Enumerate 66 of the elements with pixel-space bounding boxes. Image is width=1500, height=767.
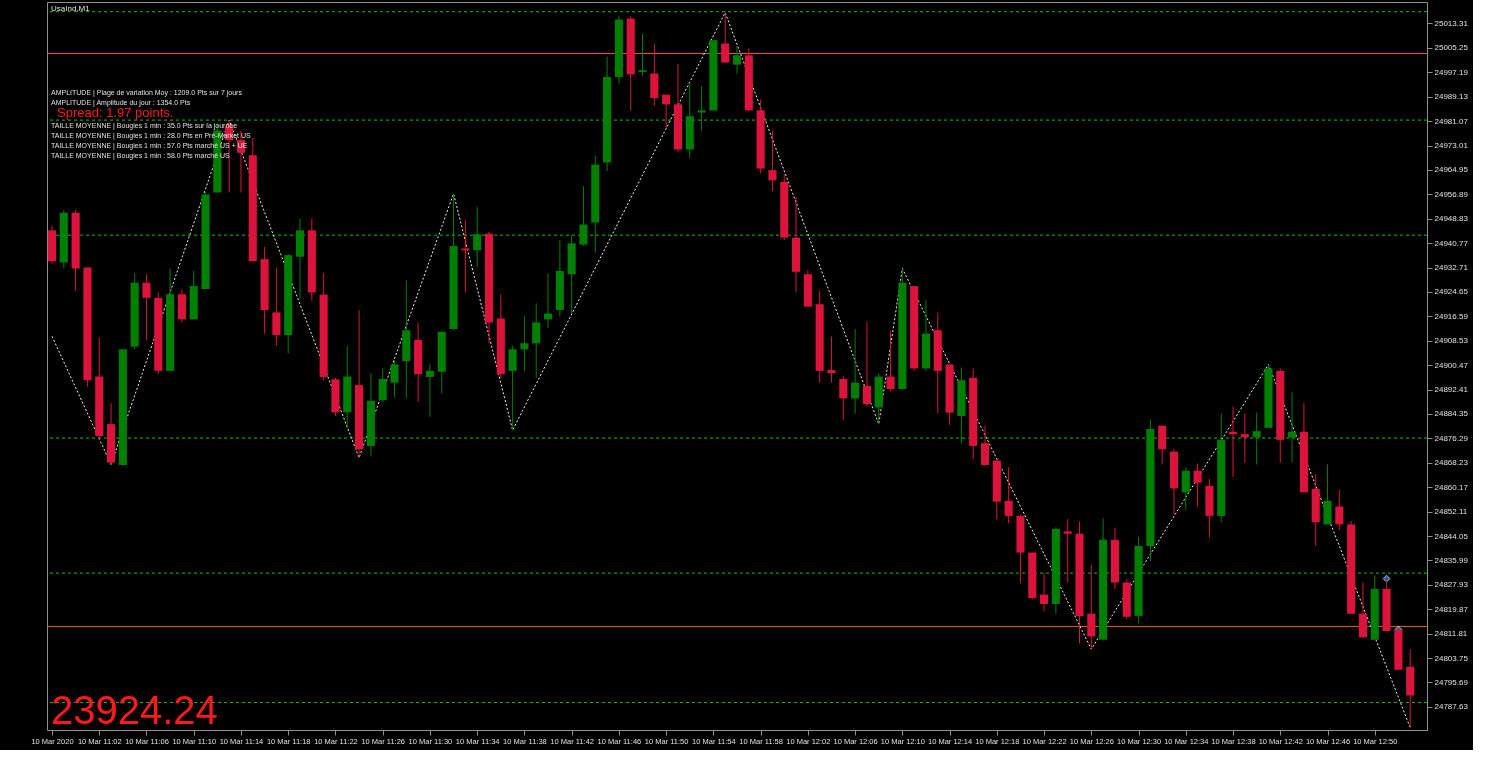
candlestick [886, 330, 895, 392]
y-tick-label: 24811.81 [1434, 629, 1468, 639]
y-tick-label: 24964.95 [1434, 165, 1469, 175]
y-tick-label: 24956.89 [1434, 189, 1469, 199]
chart-title: UsaInd,M1 [51, 4, 91, 13]
annotation: 23924.24 [51, 688, 218, 732]
candlestick [1158, 425, 1167, 465]
candlestick [732, 45, 742, 74]
y-tick-label: 24973.01 [1434, 141, 1469, 151]
y-tick-label: 24892.41 [1434, 385, 1469, 395]
y-tick-label: 24908.53 [1434, 336, 1469, 346]
y-tick-label: 25005.25 [1434, 43, 1469, 53]
y-tick-label: 24868.23 [1434, 458, 1469, 468]
y-tick-label: 24940.77 [1434, 238, 1469, 248]
y-tick-label: 24989.13 [1434, 92, 1469, 102]
candlestick [579, 185, 588, 247]
y-tick-label: 24860.17 [1434, 482, 1469, 492]
candlestick [520, 315, 529, 372]
candlestick [1252, 412, 1261, 465]
line-series [51, 12, 1411, 729]
candlestick [142, 273, 151, 341]
y-tick-label: 24795.69 [1434, 677, 1469, 687]
candlestick [532, 302, 541, 379]
candlestick [638, 33, 647, 77]
y-tick-label: 24876.29 [1434, 433, 1469, 443]
candlestick [839, 375, 848, 421]
candlestick [851, 328, 860, 415]
y-tick-label: 24997.19 [1434, 67, 1469, 77]
candlestick [1193, 463, 1202, 508]
annotation: Spread: 1.97 points. [57, 105, 174, 120]
candlestick [425, 363, 434, 418]
candlestick [697, 85, 706, 131]
candlestick [272, 267, 281, 347]
y-tick-label: 24924.65 [1434, 287, 1469, 297]
y-tick-label: 24827.93 [1434, 580, 1469, 590]
y-tick-label: 24981.07 [1434, 116, 1469, 126]
candlestick [827, 336, 836, 384]
y-tick-label: 24844.05 [1434, 531, 1469, 541]
candlestick [1181, 466, 1190, 511]
y-tick-label: 24835.99 [1434, 555, 1469, 565]
y-tick-label: 24916.59 [1434, 311, 1469, 321]
candlestick [1040, 572, 1049, 612]
y-tick-label: 24852.11 [1434, 507, 1468, 517]
y-tick-label: 25013.31 [1434, 18, 1469, 28]
candlestick [390, 359, 399, 398]
candlestick [662, 94, 671, 129]
y-tick-label: 24787.63 [1434, 702, 1469, 712]
y-tick-label: 24948.83 [1434, 214, 1469, 224]
y-tick-label: 24900.47 [1434, 360, 1469, 370]
candlestick [1358, 582, 1367, 638]
candlestick [721, 12, 730, 64]
candlestick [1087, 564, 1096, 650]
y-tick-label: 24932.71 [1434, 263, 1469, 273]
candlestick [1335, 489, 1344, 531]
candlestick [378, 367, 387, 403]
y-tick-label: 24819.87 [1434, 604, 1469, 614]
candlestick [473, 206, 482, 269]
candlestick [1063, 518, 1072, 584]
candlestick [508, 345, 517, 431]
candlestick [1323, 463, 1332, 525]
candlestick [1004, 466, 1013, 524]
candlestick [768, 129, 777, 192]
y-tick-label: 24803.75 [1434, 653, 1469, 663]
candlestick [862, 321, 871, 408]
y-tick-label: 24884.35 [1434, 409, 1469, 419]
candlestick [980, 425, 990, 467]
